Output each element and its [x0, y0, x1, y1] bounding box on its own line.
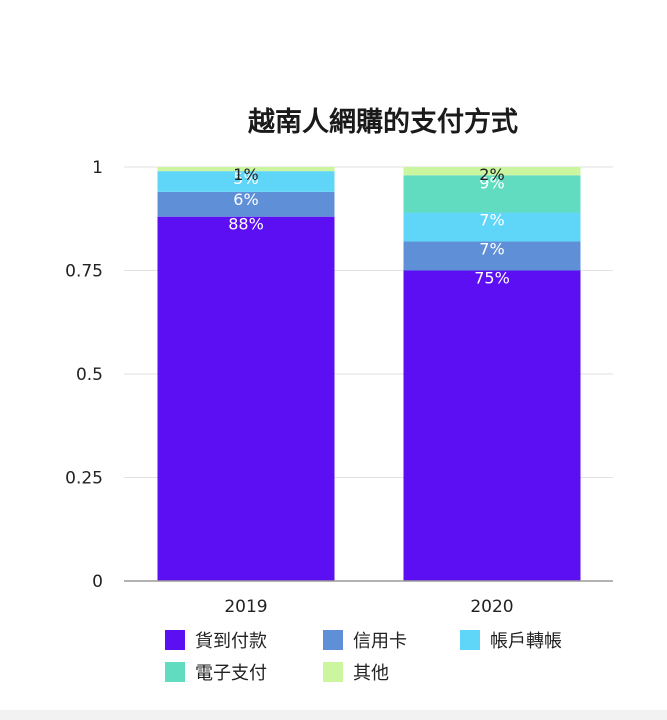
data-label: 5%: [233, 169, 258, 188]
bottom-strip: [0, 710, 667, 720]
legend-swatch: [460, 630, 480, 650]
data-label: 7%: [479, 240, 504, 259]
bar-segment: [403, 270, 581, 581]
legend-label: 電子支付: [195, 663, 267, 684]
x-tick-label: 2019: [224, 597, 267, 617]
bar-segment: [403, 241, 581, 271]
bar-segment: [157, 216, 335, 581]
y-tick-label: 0: [92, 572, 103, 592]
x-tick-label: 2020: [470, 597, 513, 617]
data-label: 88%: [228, 215, 264, 234]
bar-segment: [157, 167, 335, 172]
bar-segment: [157, 191, 335, 217]
chart-title: 越南人網購的支付方式: [248, 106, 518, 138]
data-label: 9%: [479, 173, 504, 192]
data-label: 6%: [233, 190, 258, 209]
data-label: 75%: [474, 269, 510, 288]
bar-segment: [403, 167, 581, 176]
legend-swatch: [165, 630, 185, 650]
bar-segment: [403, 175, 581, 213]
y-tick-label: 0.25: [65, 469, 103, 489]
y-tick-label: 0.5: [76, 365, 103, 385]
legend-label: 信用卡: [353, 631, 407, 652]
data-label: 2%: [479, 165, 504, 184]
bar-segment: [157, 171, 335, 192]
legend-label: 貨到付款: [195, 631, 267, 652]
legend-swatch: [323, 662, 343, 682]
legend-label: 帳戶轉帳: [490, 631, 562, 652]
legend-label: 其他: [353, 663, 389, 684]
y-tick-label: 1: [92, 158, 103, 178]
bar-segment: [403, 212, 581, 242]
data-label: 1%: [233, 165, 258, 184]
legend-swatch: [165, 662, 185, 682]
legend-swatch: [323, 630, 343, 650]
y-tick-label: 0.75: [65, 262, 103, 282]
data-label: 7%: [479, 211, 504, 230]
